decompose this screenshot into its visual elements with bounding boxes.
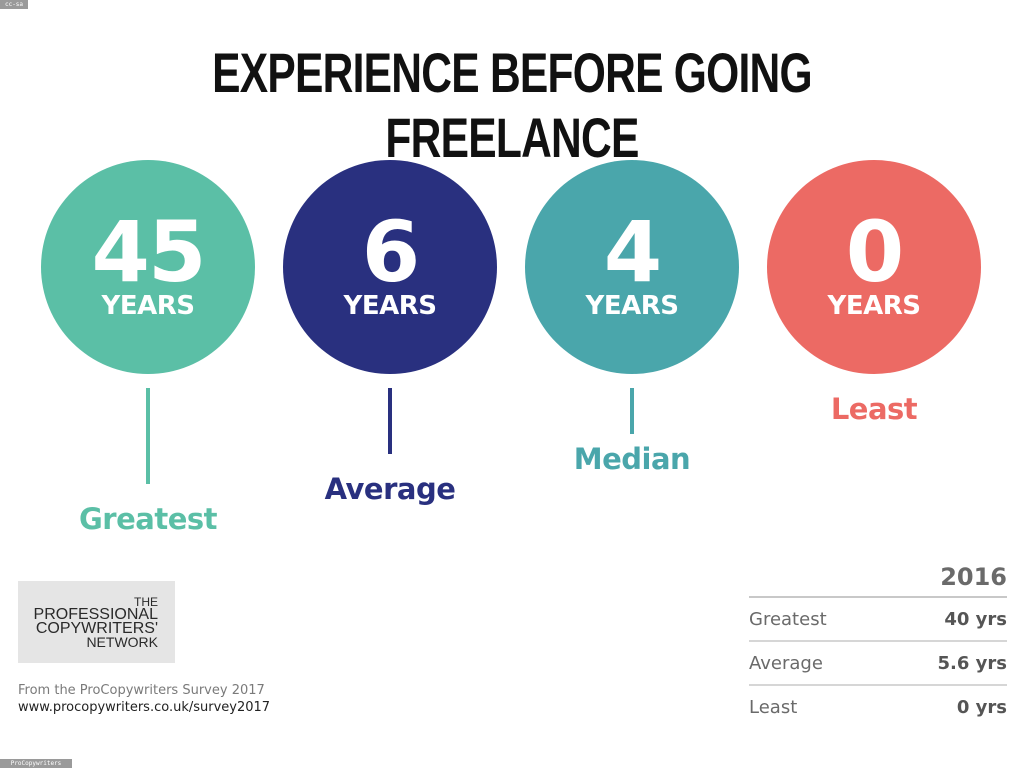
row-value: 40 yrs <box>944 608 1007 630</box>
table-row: Average 5.6 yrs <box>749 642 1007 686</box>
stat-unit: YEARS <box>827 291 921 321</box>
row-label: Greatest <box>749 608 827 630</box>
row-value: 0 yrs <box>956 696 1007 718</box>
stat-unit: YEARS <box>101 291 195 321</box>
comparison-year: 2016 <box>749 562 1007 598</box>
stat-least: 0 YEARS Least <box>767 160 981 426</box>
row-value: 5.6 yrs <box>937 652 1007 674</box>
source-url[interactable]: www.procopywriters.co.uk/survey2017 <box>18 700 271 715</box>
stat-label: Greatest <box>79 502 218 536</box>
stat-circle: 6 YEARS <box>283 160 497 374</box>
stat-unit: YEARS <box>343 291 437 321</box>
stat-value: 4 <box>603 203 662 301</box>
logo-line: THE <box>134 595 158 609</box>
stat-connector <box>630 388 634 434</box>
logo-line: COPYWRITERS' <box>35 620 158 637</box>
corner-tag: cc-sa <box>0 0 28 9</box>
stat-average: 6 YEARS Average <box>283 160 497 506</box>
stat-connector <box>388 388 392 454</box>
logo-line: NETWORK <box>86 634 158 650</box>
stat-value: 6 <box>361 203 420 301</box>
stat-value: 0 <box>845 203 904 301</box>
row-label: Average <box>749 652 823 674</box>
stat-label: Least <box>830 392 918 426</box>
stat-circle: 4 YEARS <box>525 160 739 374</box>
row-label: Least <box>749 696 798 718</box>
stat-label: Average <box>324 472 456 506</box>
bottom-tag: ProCopywriters <box>0 759 72 768</box>
comparison-table: 2016 Greatest 40 yrs Average 5.6 yrs Lea… <box>749 562 1007 728</box>
logo-line: PROFESSIONAL <box>33 606 158 623</box>
stat-value: 45 <box>91 203 207 301</box>
stat-greatest: 45 YEARS Greatest <box>41 160 255 536</box>
network-logo: THE PROFESSIONAL COPYWRITERS' NETWORK <box>18 581 175 663</box>
table-row: Greatest 40 yrs <box>749 598 1007 642</box>
source-note: From the ProCopywriters Survey 2017 <box>18 683 265 698</box>
chart-title: EXPERIENCE BEFORE GOING FREELANCE <box>212 41 813 169</box>
stat-circle: 0 YEARS <box>767 160 981 374</box>
stat-connector <box>146 388 150 484</box>
stat-unit: YEARS <box>585 291 679 321</box>
stat-circle: 45 YEARS <box>41 160 255 374</box>
table-row: Least 0 yrs <box>749 686 1007 728</box>
stat-median: 4 YEARS Median <box>525 160 739 476</box>
stat-label: Median <box>573 442 691 476</box>
